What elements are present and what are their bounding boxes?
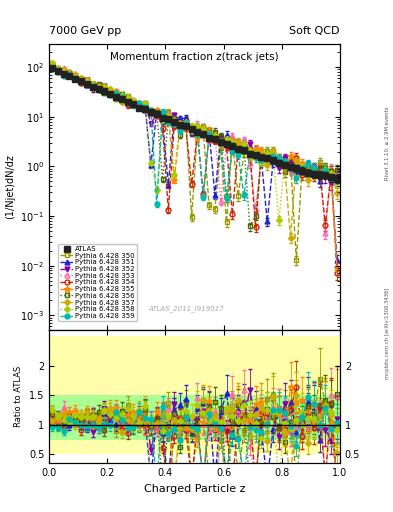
Bar	[49, 395, 340, 440]
X-axis label: Charged Particle z: Charged Particle z	[144, 484, 245, 494]
Bar	[49, 336, 340, 455]
Y-axis label: Ratio to ATLAS: Ratio to ATLAS	[14, 366, 23, 428]
Text: 7000 GeV pp: 7000 GeV pp	[49, 26, 121, 36]
Text: Momentum fraction z(track jets): Momentum fraction z(track jets)	[110, 52, 279, 62]
Text: ATLAS_2011_I919017: ATLAS_2011_I919017	[148, 305, 224, 312]
Legend: ATLAS, Pythia 6.428 350, Pythia 6.428 351, Pythia 6.428 352, Pythia 6.428 353, P: ATLAS, Pythia 6.428 350, Pythia 6.428 35…	[59, 244, 137, 321]
Text: mcplots.cern.ch [arXiv:1306.3436]: mcplots.cern.ch [arXiv:1306.3436]	[385, 287, 390, 378]
Text: Rivet 3.1.10, ≥ 2.9M events: Rivet 3.1.10, ≥ 2.9M events	[385, 106, 390, 180]
Text: Soft QCD: Soft QCD	[290, 26, 340, 36]
Y-axis label: (1/Njet)dN/dz: (1/Njet)dN/dz	[5, 155, 15, 219]
